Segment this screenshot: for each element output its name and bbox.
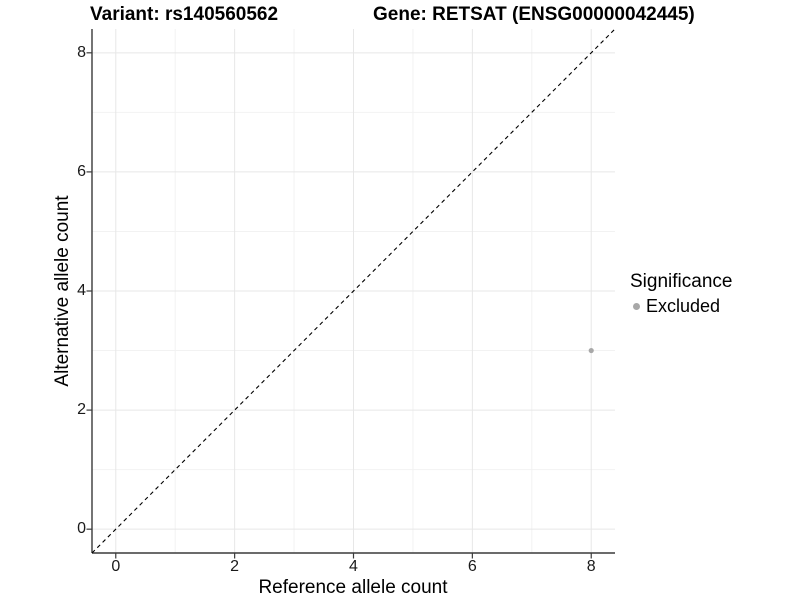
- identity-dashed-line: [91, 28, 616, 554]
- legend-item-excluded: Excluded: [630, 296, 732, 317]
- data-point-excluded: [588, 347, 594, 354]
- y-tick-label-8: 8: [77, 43, 86, 61]
- legend-key-dot-icon: [633, 303, 640, 310]
- y-tick-label-4: 4: [77, 282, 86, 299]
- plot-title-gene: Gene: RETSAT (ENSG00000042445): [373, 4, 695, 25]
- plot-title-variant: Variant: rs140560562: [90, 4, 279, 25]
- legend: Significance Excluded: [630, 271, 732, 317]
- x-tick-label-8: 8: [586, 558, 596, 575]
- y-tick-label-6: 6: [77, 162, 86, 180]
- y-tick-label-2: 2: [77, 401, 86, 419]
- y-tick-label-0: 0: [77, 520, 86, 538]
- x-axis-title: Reference allele count: [258, 577, 448, 598]
- legend-title: Significance: [630, 271, 733, 292]
- x-tick-label-0: 0: [111, 558, 121, 575]
- x-tick-label-2: 2: [230, 558, 240, 575]
- legend-item-label: Excluded: [646, 296, 721, 316]
- x-tick-label-6: 6: [467, 558, 477, 575]
- x-tick-label-4: 4: [349, 558, 358, 575]
